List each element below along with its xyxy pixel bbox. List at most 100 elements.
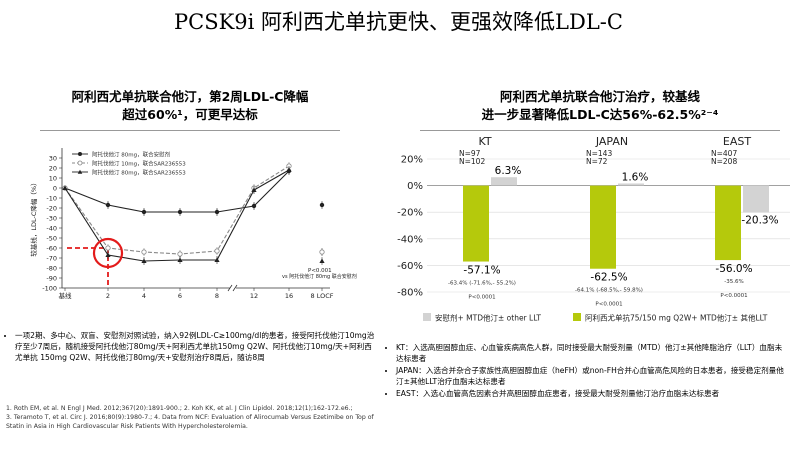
x-tick-label: 基线 — [59, 291, 73, 300]
data-point — [251, 187, 257, 192]
y-tick-label: -100 — [42, 285, 57, 293]
y-tick-label: -60% — [397, 261, 423, 272]
y-tick-label: 30 — [49, 155, 57, 163]
n-label: N=407 — [711, 149, 737, 158]
data-point — [141, 258, 147, 263]
axis-break — [232, 284, 238, 292]
right-title-line1: 阿利西尤单抗联合他汀治疗，较基线 — [499, 89, 700, 104]
locf-point — [319, 202, 325, 208]
right-note-kt: KT：入选高胆固醇血症、心血管疾病高危人群，同时接受最大耐受剂量（MTD）他汀±… — [396, 342, 785, 364]
legend-swatch — [423, 313, 431, 321]
right-title-line2: 进一步显著降低LDL-C达56%-62.5%²⁻⁴ — [481, 107, 719, 122]
data-point — [177, 251, 183, 257]
data-point — [105, 245, 111, 251]
bar — [743, 185, 769, 213]
line-chart: 30 20 10 0 -10 -20 -30 -40 -50 -60 -70 -80 -90 -100 较基… — [29, 148, 357, 300]
bar-value-label: 6.3% — [495, 165, 522, 177]
n-label: N=72 — [586, 157, 608, 166]
legend-swatch — [573, 313, 581, 321]
y-tick-label: 0 — [53, 185, 57, 193]
data-point — [251, 203, 257, 209]
vs-label: vs 阿托伐他汀 80mg 联合安慰剂 — [282, 273, 357, 280]
data-point — [177, 209, 183, 215]
y-tick-label: -90 — [46, 275, 57, 283]
x-tick-label: 8 LOCF — [311, 292, 334, 300]
ci-label: -63.4% (-71.6%,- 55.2%) — [448, 281, 516, 287]
x-tick-label: 12 — [250, 292, 258, 300]
references: 1. Roth EM, et al. N Engl J Med. 2012;36… — [6, 404, 461, 431]
x-tick-label: 2 — [106, 292, 110, 300]
reference-line: Statin in Asia in High Cardiovascular Ri… — [6, 423, 248, 430]
reference-line: 3. Teramoto T, et al. Circ J. 2016;80(9)… — [6, 414, 374, 421]
p-value-label: P<0.001 — [308, 268, 332, 274]
right-note-east: EAST：入选心血管高危因素合并高胆固醇血症患者，接受最大耐受剂量他汀治疗血脂未… — [396, 388, 785, 399]
slide-title: PCSK9i 阿利西尤单抗更快、更强效降低LDL-C — [174, 10, 623, 34]
left-divider — [40, 130, 340, 131]
right-note-japan: JAPAN：入选合并杂合子家族性高胆固醇血症（heFH）或non-FH合并心血管… — [396, 365, 785, 387]
data-point — [105, 202, 111, 208]
category-label: KT — [478, 135, 491, 148]
y-tick-label: -60 — [46, 245, 57, 253]
y-tick-label: -30 — [46, 215, 57, 223]
y-tick-label: 20 — [49, 165, 57, 173]
bar-value-label: 1.6% — [622, 171, 649, 183]
p-value-label: P<0.0001 — [720, 293, 747, 299]
x-tick-label: 16 — [285, 292, 293, 300]
y-tick-label: -20 — [46, 205, 57, 213]
axis-break — [227, 284, 233, 292]
y-tick-label: -10 — [46, 195, 57, 203]
y-tick-label: -50 — [46, 235, 57, 243]
data-point — [286, 167, 292, 172]
left-panel-title: 阿利西尤单抗联合他汀，第2周LDL-C降幅 超过60%¹，可更早达标 — [40, 88, 340, 124]
y-tick-label: 10 — [49, 175, 57, 183]
ci-label: -64.1% (-68.5%,- 59.8%) — [575, 288, 643, 294]
y-tick-label: -70 — [46, 255, 57, 263]
data-point — [214, 248, 220, 254]
reference-line: 1. Roth EM, et al. N Engl J Med. 2012;36… — [6, 405, 353, 412]
bar — [463, 185, 489, 262]
y-tick-label: -20% — [397, 208, 423, 219]
x-tick-label: 8 — [215, 292, 219, 300]
right-notes: KT：入选高胆固醇血症、心血管疾病高危人群，同时接受最大耐受剂量（MTD）他汀±… — [385, 342, 785, 400]
y-tick-label: 20% — [401, 155, 423, 166]
legend-marker — [77, 160, 83, 166]
data-point — [141, 249, 147, 255]
data-point — [177, 257, 183, 262]
bar-value-label: -20.3% — [741, 215, 778, 227]
data-point — [214, 257, 220, 262]
bar — [618, 183, 644, 186]
n-label: N=143 — [586, 149, 612, 158]
y-tick-label: -80 — [46, 265, 57, 273]
legend-label: 阿托伐他汀 80mg，联合SAR236553 — [92, 169, 186, 177]
x-tick-label: 6 — [178, 292, 182, 300]
left-notes: 一项2期、多中心、双盲、安慰剂对照试验，纳入92例LDL-C≥100mg/dl的… — [4, 330, 379, 364]
bar-chart: 20% 0% -20% -40% -60% -80% KT -57.1% 6.3% -63.4% … — [397, 135, 790, 323]
category-label: JAPAN — [595, 135, 628, 148]
left-title-line2: 超过60%¹，可更早达标 — [122, 107, 258, 122]
bar — [491, 177, 517, 186]
y-tick-label: -80% — [397, 288, 423, 299]
locf-point — [319, 258, 325, 263]
n-label: N=102 — [459, 157, 485, 166]
p-value-label: P<0.0001 — [468, 295, 495, 301]
ci-label: -35.6% — [724, 279, 743, 285]
locf-point — [319, 249, 325, 255]
legend-marker — [77, 169, 83, 174]
legend-label: 阿托伐他汀 80mg，联合安慰剂 — [92, 151, 171, 159]
x-tick-label: 4 — [142, 292, 146, 300]
y-tick-label: -40% — [397, 234, 423, 245]
p-value-label: P<0.0001 — [595, 302, 622, 308]
left-title-line1: 阿利西尤单抗联合他汀，第2周LDL-C降幅 — [71, 89, 309, 104]
data-point — [62, 185, 68, 190]
legend-label: 阿托伐他汀 10mg，联合SAR236553 — [92, 160, 186, 168]
highlight-circle — [92, 237, 124, 269]
legend-label: 阿利西尤单抗75/150 mg Q2W+ MTD他汀± 其他LLT — [585, 313, 768, 323]
bar-value-label: -56.0% — [715, 263, 752, 275]
n-label: N=208 — [711, 157, 737, 166]
data-point — [214, 209, 220, 215]
category-label: EAST — [723, 135, 751, 148]
data-point — [141, 209, 147, 215]
right-panel-title: 阿利西尤单抗联合他汀治疗，较基线 进一步显著降低LDL-C达56%-62.5%²… — [430, 88, 770, 124]
legend-marker — [78, 152, 82, 156]
y-tick-label: 0% — [407, 181, 423, 192]
